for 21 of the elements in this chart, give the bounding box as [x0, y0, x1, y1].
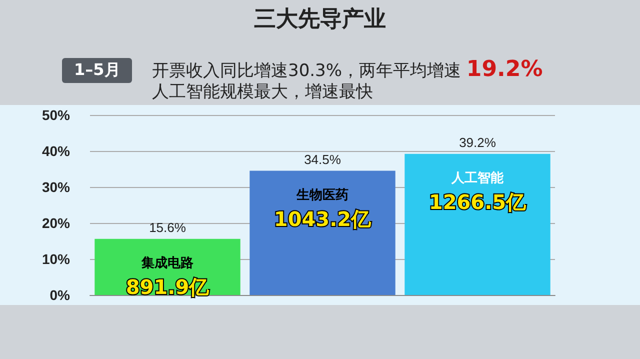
text: 人工智能规模最大，增速最快 — [152, 81, 373, 103]
data-label: 39.2% — [459, 134, 496, 150]
bar — [250, 170, 396, 295]
y-tick-label: 40% — [42, 143, 71, 159]
x-tick-label: 集成电路 — [140, 256, 194, 271]
chart-title: 三大先导产业 — [253, 6, 387, 34]
y-tick-label: 10% — [42, 251, 71, 267]
annotation: 891.9亿 — [126, 274, 210, 299]
annotation: 1266.5亿 — [428, 190, 528, 214]
y-tick-label: 30% — [42, 179, 71, 195]
chart-subtitle: 开票收入同比增速30.3%，两年平均增速 19.2% — [152, 57, 543, 82]
annotation: 1043.2亿 — [274, 206, 372, 231]
data-label: 34.5% — [304, 152, 342, 167]
x-tick-label: 人工智能 — [450, 170, 504, 186]
text: 1–5月 — [62, 58, 132, 83]
bar — [404, 154, 550, 295]
data-label: 15.6% — [149, 220, 186, 235]
x-tick-label: 生物医药 — [296, 186, 348, 203]
y-tick-label: 20% — [42, 215, 71, 231]
y-tick-label: 0% — [50, 287, 71, 303]
y-tick-label: 50% — [42, 107, 71, 123]
